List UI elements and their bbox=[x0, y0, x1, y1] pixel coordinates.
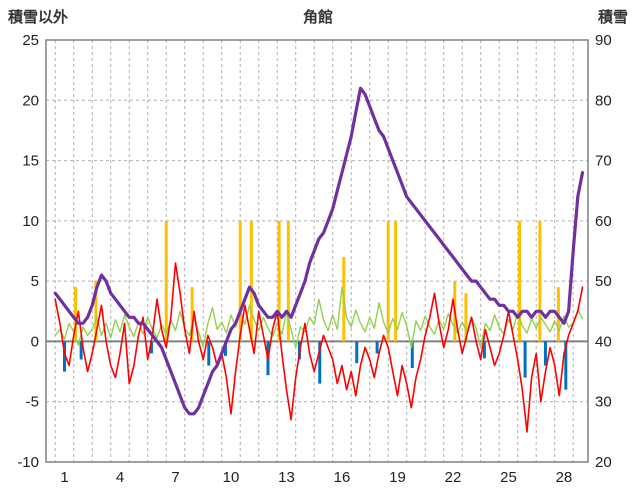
x-tick-label: 1 bbox=[60, 469, 68, 486]
red-line bbox=[54, 262, 584, 433]
right-tick-label: 80 bbox=[595, 92, 612, 109]
left-tick-label: 10 bbox=[22, 213, 39, 230]
left-tick-label: 25 bbox=[22, 32, 39, 49]
green-line bbox=[54, 286, 584, 349]
x-tick-label: 22 bbox=[445, 469, 462, 486]
left-tick-label: -5 bbox=[26, 394, 39, 411]
right-tick-label: 30 bbox=[595, 394, 612, 411]
x-tick-label: 10 bbox=[223, 469, 240, 486]
right-tick-label: 70 bbox=[595, 153, 612, 170]
left-tick-label: 15 bbox=[22, 153, 39, 170]
right-tick-label: 20 bbox=[595, 454, 612, 471]
left-tick-label: -10 bbox=[17, 454, 39, 471]
right-axis-title: 積雪 bbox=[597, 9, 628, 26]
left-axis-title: 積雪以外 bbox=[8, 9, 69, 26]
x-tick-label: 25 bbox=[500, 469, 517, 486]
right-tick-label: 90 bbox=[595, 32, 612, 49]
right-tick-label: 40 bbox=[595, 333, 612, 350]
right-tick-label: 50 bbox=[595, 273, 612, 290]
x-tick-label: 7 bbox=[171, 469, 179, 486]
left-tick-label: 5 bbox=[31, 273, 39, 290]
x-tick-label: 4 bbox=[116, 469, 124, 486]
purple-line bbox=[53, 86, 585, 416]
left-tick-label: 0 bbox=[31, 333, 39, 350]
left-tick-label: 20 bbox=[22, 92, 39, 109]
x-tick-label: 13 bbox=[278, 469, 295, 486]
chart-title: 角館 bbox=[302, 9, 333, 26]
plot-border bbox=[45, 39, 589, 463]
x-tick-label: 19 bbox=[389, 469, 406, 486]
right-tick-label: 60 bbox=[595, 213, 612, 230]
x-tick-label: 28 bbox=[556, 469, 573, 486]
x-tick-label: 16 bbox=[334, 469, 351, 486]
